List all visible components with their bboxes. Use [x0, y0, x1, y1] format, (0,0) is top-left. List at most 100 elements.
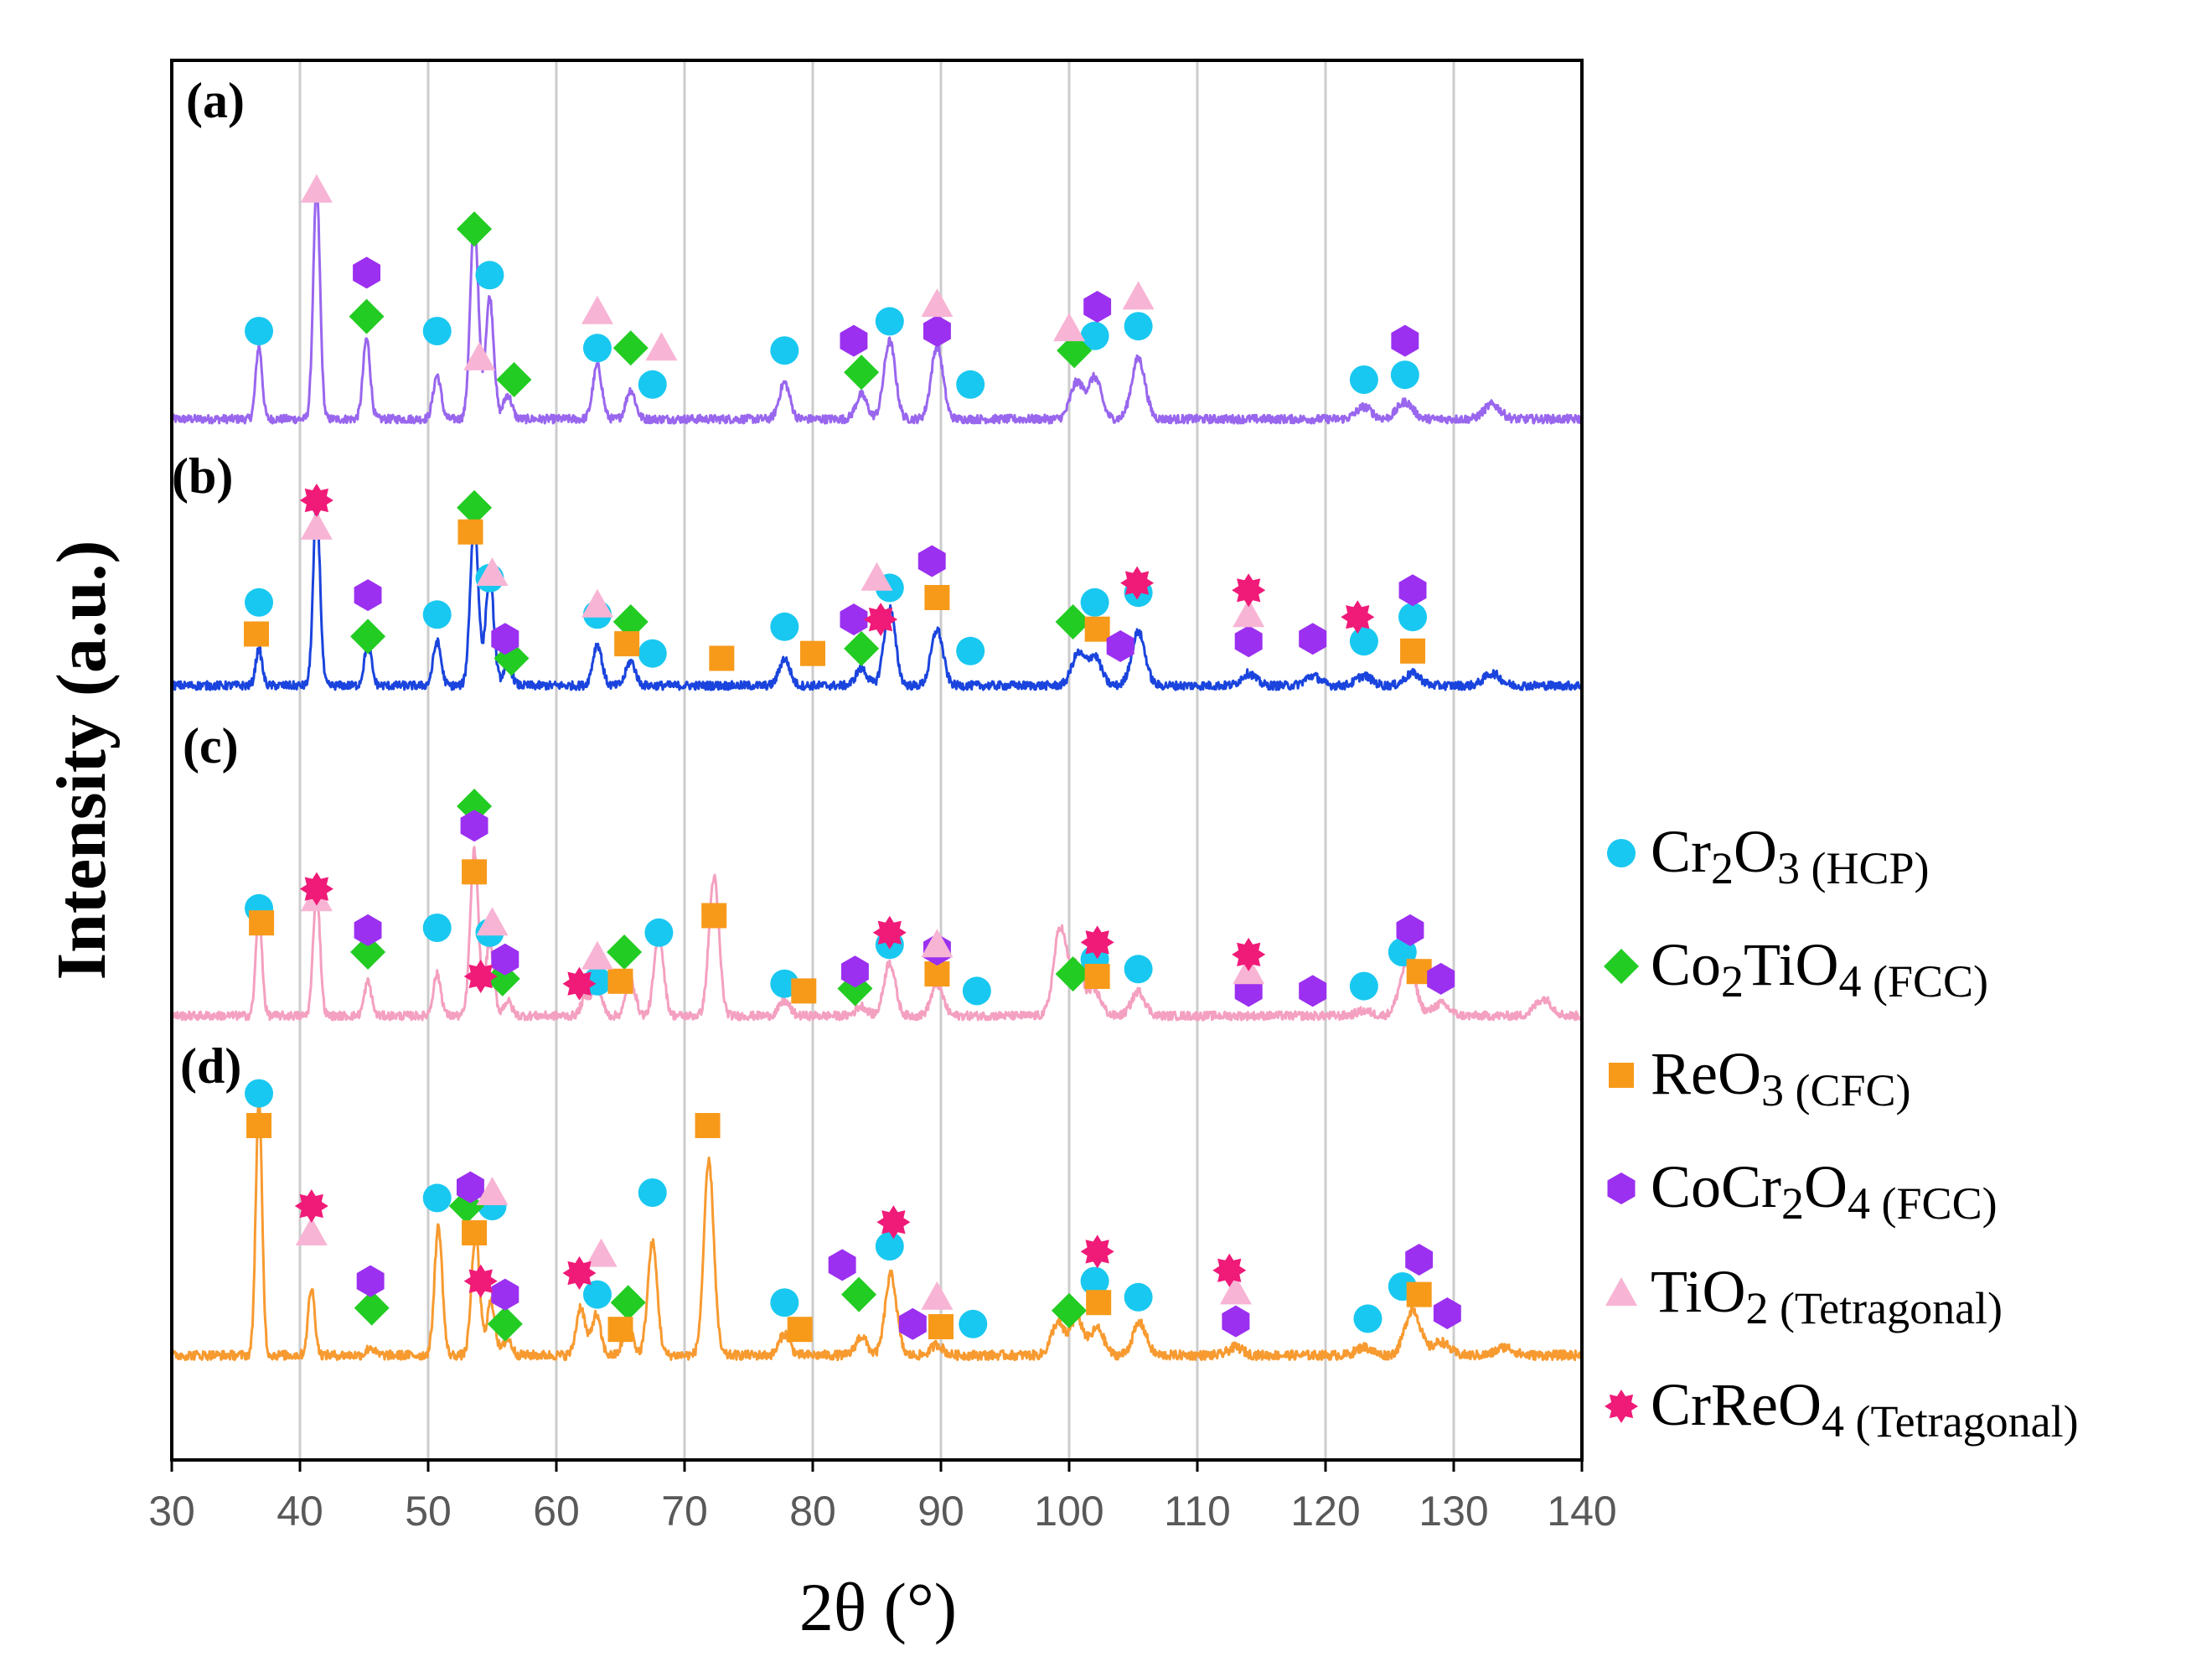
- marker-tio2-s1-5: [1053, 313, 1085, 342]
- marker-cocr2o4-s3-2: [491, 943, 519, 976]
- marker-cocr2o4-s3-1: [460, 810, 488, 842]
- marker-tio2-s2-2: [581, 588, 613, 618]
- panel-label-3: (c): [183, 718, 239, 774]
- marker-crreo4-s3-3: [872, 915, 907, 950]
- x-axis-title: 2θ (°): [799, 1569, 957, 1645]
- marker-co2tio4-s1-1: [457, 211, 493, 247]
- marker-cr2o3-s3-7: [962, 976, 991, 1006]
- marker-cr2o3-s3-4: [644, 918, 674, 947]
- marker-cr2o3-s2-4: [638, 639, 667, 668]
- marker-co2tio4-s2-0: [350, 619, 386, 655]
- marker-co2tio4-s1-4: [844, 355, 880, 391]
- marker-cocr2o4-s4-6: [1405, 1244, 1434, 1276]
- marker-cr2o3-s2-5: [770, 612, 799, 641]
- legend-symbol-cr2o3: [1607, 839, 1636, 867]
- x-tick-label-140: 140: [1547, 1488, 1616, 1535]
- marker-co2tio4-s4-2: [487, 1306, 523, 1342]
- x-tick-label-60: 60: [533, 1488, 580, 1535]
- marker-reo3-s2-1: [457, 519, 483, 545]
- marker-cocr2o4-s4-2: [491, 1278, 519, 1311]
- panel-label-4: (d): [180, 1038, 241, 1094]
- x-tick-label-70: 70: [661, 1488, 708, 1535]
- x-axis-ticks: 30 40 50 60 70 80 90 100 110 120 130 140: [148, 1460, 1617, 1535]
- marker-cr2o3-s3-10: [1349, 971, 1378, 1001]
- marker-crreo4-s3-2: [562, 966, 597, 1001]
- marker-cr2o3-s1-4: [638, 370, 667, 399]
- marker-cocr2o4-s3-6: [1299, 975, 1327, 1007]
- marker-cocr2o4-s4-1: [457, 1171, 484, 1204]
- marker-cocr2o4-s4-5: [1222, 1305, 1250, 1338]
- marker-reo3-s4-7: [1406, 1281, 1432, 1307]
- marker-co2tio4-s4-5: [1052, 1292, 1087, 1328]
- marker-cocr2o4-s1-3: [1083, 291, 1112, 323]
- marker-crreo4-s3-1: [463, 960, 498, 993]
- marker-cr2o3-s4-0: [245, 1079, 274, 1108]
- marker-crreo4-s4-3: [876, 1205, 911, 1240]
- legend-label-reo3: ReO3 (CFC): [1651, 1040, 1911, 1116]
- legend: Cr2O3 (HCP) Co2TiO4 (FCC) ReO3 (CFC) CoCr2O…: [1604, 818, 2079, 1447]
- marker-cr2o3-s4-6: [875, 1232, 904, 1260]
- marker-reo3-s2-6: [1084, 616, 1110, 642]
- marker-co2tio4-s1-3: [612, 330, 649, 366]
- marker-co2tio4-s2-5: [1055, 604, 1091, 639]
- marker-cocr2o4-s3-3: [841, 955, 869, 988]
- marker-reo3-s4-6: [1086, 1290, 1112, 1316]
- marker-tio2-s4-3: [921, 1281, 954, 1310]
- marker-reo3-s3-5: [924, 961, 950, 987]
- marker-cocr2o4-s2-3: [917, 545, 946, 577]
- marker-reo3-s3-4: [791, 978, 817, 1004]
- legend-label-crreo4: CrReO4 (Tetragonal): [1651, 1371, 2079, 1447]
- marker-cocr2o4-s1-1: [840, 324, 868, 357]
- panel-label-1: (a): [186, 73, 245, 128]
- marker-tio2-s1-2: [581, 295, 613, 324]
- legend-label-co2tio4: Co2TiO4 (FCC): [1651, 931, 1988, 1007]
- marker-tio2-s2-0: [300, 510, 333, 540]
- marker-cr2o3-s2-8: [1080, 588, 1109, 617]
- marker-reo3-s2-0: [243, 621, 269, 647]
- marker-tio2-s3-2: [581, 940, 613, 970]
- marker-crreo4-s3-0: [299, 872, 333, 906]
- marker-reo3-s3-1: [462, 859, 488, 885]
- xrd-curve-3: [170, 846, 1584, 1022]
- marker-crreo4-s3-5: [1232, 937, 1266, 971]
- marker-reo3-s4-3: [695, 1113, 721, 1138]
- vertical-gridlines: [298, 60, 1455, 1460]
- plot-frame: [170, 59, 1584, 1462]
- x-tick-label-130: 130: [1419, 1488, 1488, 1535]
- marker-cocr2o4-s4-4: [898, 1307, 927, 1340]
- marker-cr2o3-s3-9: [1124, 955, 1153, 984]
- x-tick-label-120: 120: [1290, 1488, 1360, 1535]
- marker-cr2o3-s1-0: [245, 317, 274, 345]
- marker-cocr2o4-s1-4: [1391, 324, 1419, 357]
- marker-crreo4-s4-2: [562, 1256, 597, 1290]
- legend-symbol-tio2: [1605, 1277, 1637, 1306]
- marker-reo3-s4-2: [607, 1317, 633, 1343]
- marker-reo3-s2-3: [709, 645, 735, 671]
- marker-cr2o3-s2-7: [956, 636, 985, 665]
- marker-cr2o3-s2-0: [245, 588, 274, 617]
- marker-reo3-s4-0: [246, 1113, 272, 1138]
- marker-cocr2o4-s1-2: [923, 315, 951, 347]
- x-tick-label-110: 110: [1164, 1488, 1231, 1535]
- marker-reo3-s4-5: [928, 1314, 954, 1339]
- marker-co2tio4-s4-4: [841, 1276, 877, 1312]
- marker-crreo4-s2-2: [1120, 566, 1155, 600]
- marker-tio2-s1-4: [921, 288, 954, 318]
- marker-co2tio4-s3-5: [1055, 956, 1091, 992]
- xrd-curves: [170, 184, 1584, 1362]
- panel-label-2: (b): [172, 448, 233, 504]
- marker-cr2o3-s4-5: [770, 1288, 799, 1317]
- marker-cr2o3-s1-11: [1390, 360, 1419, 390]
- marker-cr2o3-s1-10: [1349, 365, 1378, 394]
- marker-reo3-s3-0: [249, 910, 275, 936]
- marker-reo3-s4-1: [462, 1220, 488, 1245]
- marker-cocr2o4-s2-5: [1234, 625, 1263, 658]
- marker-crreo4-s4-5: [1212, 1253, 1247, 1287]
- marker-crreo4-s4-1: [463, 1264, 498, 1298]
- marker-cocr2o4-s2-6: [1299, 623, 1327, 655]
- marker-cr2o3-s1-5: [770, 336, 799, 365]
- marker-crreo4-s4-0: [294, 1189, 328, 1223]
- marker-cocr2o4-s2-0: [354, 579, 382, 612]
- marker-cocr2o4-s4-7: [1433, 1297, 1461, 1329]
- xrd-curve-2: [170, 500, 1584, 691]
